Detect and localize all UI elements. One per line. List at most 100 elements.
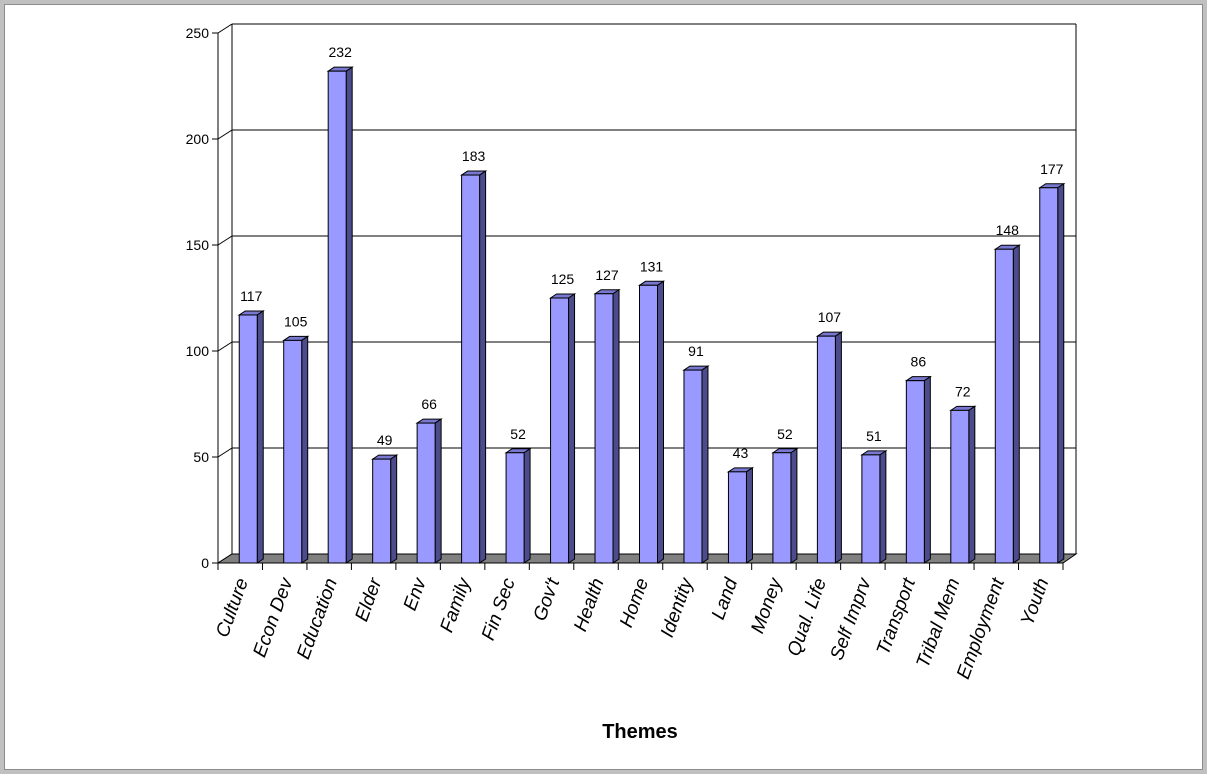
bar-front — [372, 458, 392, 564]
bars — [237, 66, 1066, 564]
bar — [860, 449, 888, 564]
data-label: 49 — [377, 432, 393, 448]
bar-front — [283, 339, 303, 564]
data-label: 52 — [510, 426, 526, 442]
bar — [726, 466, 755, 564]
data-label: 127 — [595, 267, 619, 283]
data-label: 148 — [996, 222, 1020, 238]
bar — [504, 447, 532, 564]
data-label: 72 — [955, 383, 971, 399]
bar-side — [923, 375, 931, 564]
data-label: 117 — [240, 288, 263, 304]
bar — [682, 365, 710, 564]
bar-front — [994, 248, 1014, 564]
bar-front — [594, 293, 614, 564]
bar-front — [505, 452, 525, 564]
y-tick-label: 50 — [193, 449, 209, 465]
y-tick-label: 250 — [186, 25, 210, 41]
bar — [593, 288, 621, 564]
x-tick-label: Land — [708, 574, 743, 622]
bar — [326, 66, 354, 564]
gridline-side — [217, 23, 233, 34]
data-label: 177 — [1040, 161, 1064, 177]
bar-front — [772, 452, 792, 564]
bar-side — [612, 288, 620, 564]
x-tick-label: Family — [436, 574, 475, 635]
bar-front — [816, 335, 836, 564]
data-label: 232 — [329, 44, 353, 60]
y-tick-label: 0 — [201, 555, 209, 571]
x-tick-label: Identity — [657, 574, 698, 640]
bar-front — [905, 380, 925, 564]
bar-side — [479, 170, 487, 564]
bar — [904, 375, 932, 564]
bar — [637, 280, 666, 564]
data-label: 66 — [421, 396, 437, 412]
bar-front — [1039, 187, 1059, 564]
data-label: 131 — [640, 258, 664, 274]
data-label: 105 — [284, 313, 308, 329]
x-tick-label: Culture — [212, 576, 253, 641]
data-label: 52 — [777, 426, 793, 442]
bar-front — [683, 369, 703, 564]
gridline-side — [217, 341, 233, 352]
bar-front — [727, 471, 747, 564]
bar-front — [550, 297, 570, 564]
x-tick-label: Youth — [1017, 576, 1053, 629]
gridline-side — [217, 447, 233, 458]
bar-side — [390, 454, 398, 564]
x-tick-label: Elder — [351, 575, 386, 624]
x-tick-label: Home — [616, 576, 653, 631]
bar-side — [568, 293, 576, 564]
bar-front — [238, 314, 258, 564]
bar-side — [301, 335, 309, 564]
x-axis-title: Themes — [602, 721, 678, 743]
x-tick-label: Qual. Life — [784, 576, 832, 660]
bar — [548, 293, 577, 564]
data-labels: 117 105 232 49 66 183 52 125 127 131 91 43 52 107 51 86… — [240, 44, 1064, 461]
data-label: 51 — [866, 428, 882, 444]
x-tick-label: Env — [400, 574, 431, 613]
bar — [371, 454, 399, 564]
data-label: 183 — [462, 148, 486, 164]
gridline-side — [217, 129, 233, 140]
bar — [815, 331, 844, 564]
x-tick-label: Money — [747, 574, 787, 636]
bar-side — [345, 66, 353, 564]
bar-front — [416, 422, 436, 564]
bar — [237, 310, 265, 564]
bar-side — [523, 447, 531, 564]
bar-side — [745, 466, 753, 564]
bar-front — [861, 454, 881, 564]
bar-side — [434, 418, 442, 564]
x-tick-label: Fin Sec — [478, 575, 520, 643]
bar-side — [657, 280, 664, 564]
bar-side — [1012, 244, 1020, 564]
bar-front — [461, 174, 481, 564]
data-label: 91 — [688, 343, 704, 359]
x-tick-label: Education — [293, 576, 342, 663]
y-tick-label: 200 — [186, 131, 210, 147]
bar — [1038, 182, 1066, 564]
bar-side — [879, 449, 887, 564]
bar — [771, 447, 799, 564]
bar — [459, 170, 488, 564]
data-label: 125 — [551, 271, 575, 287]
bar-side — [256, 310, 264, 564]
bar-side — [701, 365, 709, 564]
data-label: 107 — [818, 309, 842, 325]
bar-side — [834, 331, 842, 564]
x-tick-label: Tribal Mem — [913, 576, 965, 671]
bar-front — [950, 409, 970, 564]
bar-side — [1057, 182, 1065, 564]
bar — [949, 405, 977, 564]
x-tick-label: Econ Dev — [250, 574, 298, 660]
bar-side — [968, 405, 976, 564]
bar — [415, 418, 443, 564]
x-tick-label: Transport — [873, 575, 920, 658]
bar-front — [327, 70, 347, 564]
y-tick-label: 100 — [186, 343, 210, 359]
bar-front — [639, 284, 658, 564]
x-tick-label: Employment — [953, 575, 1009, 682]
